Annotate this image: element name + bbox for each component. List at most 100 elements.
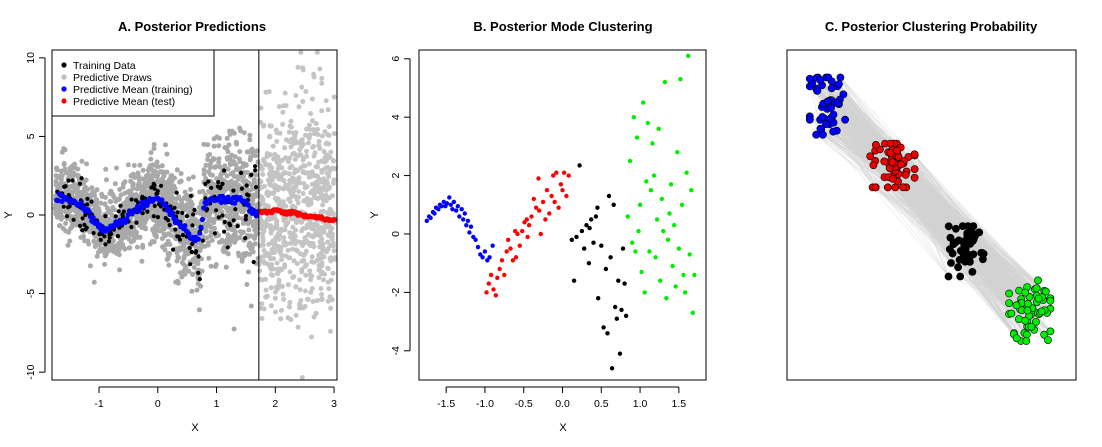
predictive-draw-point <box>201 171 207 177</box>
cluster-point <box>605 331 610 336</box>
cluster-node <box>956 272 965 281</box>
predictive-draw-point <box>147 241 153 247</box>
predictive-draw-point <box>326 224 332 230</box>
probability-edge <box>839 99 1015 334</box>
cluster-point <box>574 234 579 240</box>
predictive-draw-point <box>287 165 293 171</box>
cluster-point <box>424 218 429 223</box>
predictive-draw-point <box>191 264 197 270</box>
training-point <box>253 168 258 173</box>
predictive-draw-point <box>302 263 308 269</box>
predictive-draw-point <box>208 224 214 230</box>
predictive-draw-point <box>283 222 289 228</box>
cluster-node <box>1023 306 1032 315</box>
predictive-draw-point <box>140 245 146 250</box>
cluster-point <box>647 249 652 254</box>
panel-c-title: C. Posterior Clustering Probability <box>825 19 1038 34</box>
predictive-draw-point <box>94 199 100 205</box>
predictive-draw-point <box>302 251 308 256</box>
cluster-point <box>508 246 513 251</box>
cluster-point <box>506 237 511 242</box>
cluster-point <box>675 150 680 155</box>
predictive-draw-point <box>270 272 275 278</box>
cluster-point <box>648 188 654 193</box>
training-point <box>133 198 139 203</box>
predictive-draw-point <box>160 178 166 184</box>
cluster-point <box>486 281 491 286</box>
cluster-point <box>639 269 644 275</box>
training-point <box>129 224 134 230</box>
cluster-node <box>966 257 974 266</box>
training-point <box>79 176 84 181</box>
mean-training-point <box>197 230 203 236</box>
predictive-draw-point <box>220 247 226 253</box>
cluster-point <box>467 230 472 235</box>
training-point <box>231 218 236 223</box>
predictive-draw-point <box>276 172 281 178</box>
predictive-draw-point <box>163 192 169 198</box>
probability-edge <box>821 85 1045 335</box>
predictive-draw-point <box>263 287 269 293</box>
mean-test-point <box>331 217 337 223</box>
cluster-point <box>634 135 640 140</box>
predictive-draw-point <box>310 240 316 246</box>
training-point <box>120 212 125 217</box>
predictive-draw-point <box>137 162 143 168</box>
predictive-draw-point <box>171 200 176 206</box>
predictive-draw-point <box>248 219 254 225</box>
training-point <box>115 234 120 239</box>
predictive-draw-point <box>308 197 314 203</box>
cluster-node <box>888 158 897 167</box>
predictive-draw-point <box>231 180 237 186</box>
cluster-point <box>482 249 488 254</box>
training-point <box>225 245 230 250</box>
mean-training-point <box>195 236 201 242</box>
predictive-draw-point <box>141 188 146 193</box>
predictive-draw-point <box>311 226 317 232</box>
cluster-point <box>665 237 671 242</box>
predictive-draw-point <box>303 272 309 278</box>
cluster-point <box>439 204 444 209</box>
training-point <box>91 230 96 236</box>
training-point <box>215 184 220 189</box>
panel-a-xlabel: X <box>191 422 199 434</box>
predictive-draw-point <box>247 137 253 143</box>
x-tick-label: -1 <box>94 398 103 410</box>
predictive-draw-point <box>241 251 246 257</box>
predictive-draw-point <box>282 145 288 151</box>
predictive-draw-point <box>325 279 331 285</box>
cluster-point <box>488 272 494 278</box>
training-point <box>197 277 202 282</box>
predictive-draw-point <box>99 214 105 220</box>
predictive-draw-point <box>263 219 269 225</box>
predictive-draw-point <box>309 273 315 279</box>
predictive-draw-point <box>319 292 325 297</box>
cluster-node <box>961 244 970 253</box>
predictive-draw-point <box>278 316 284 322</box>
predictive-draw-point <box>161 212 167 217</box>
training-point <box>239 170 244 175</box>
predictive-draw-point <box>239 258 245 264</box>
predictive-draw-point <box>287 139 292 144</box>
predictive-draw-point <box>62 166 68 172</box>
predictive-draw-point <box>274 271 280 277</box>
cluster-point <box>475 244 481 250</box>
predictive-draw-point <box>273 309 278 315</box>
predictive-draw-point <box>98 248 104 254</box>
predictive-draw-point <box>323 194 329 200</box>
training-point <box>85 202 90 207</box>
predictive-draw-point <box>155 210 161 216</box>
cluster-point <box>595 205 600 210</box>
predictive-draw-point <box>299 375 305 381</box>
predictive-draw-point <box>293 312 299 318</box>
predictive-draw-point <box>117 187 123 192</box>
predictive-draw-point <box>305 297 311 302</box>
predictive-draw-point <box>58 182 64 188</box>
predictive-draw-point <box>272 152 278 157</box>
predictive-draw-point <box>281 186 286 192</box>
training-point <box>206 179 211 184</box>
predictive-draw-point <box>231 238 237 244</box>
predictive-draw-point <box>268 182 274 188</box>
predictive-draw-point <box>190 174 196 180</box>
predictive-draw-point <box>313 310 319 316</box>
